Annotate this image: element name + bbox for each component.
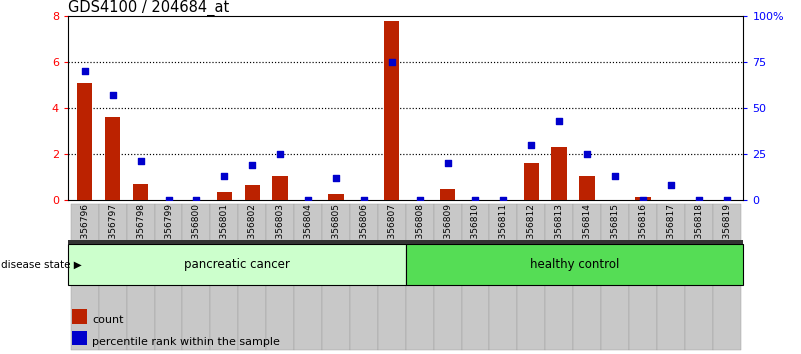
Text: disease state ▶: disease state ▶ <box>1 259 82 270</box>
Point <box>441 160 454 166</box>
Text: GDS4100 / 204684_at: GDS4100 / 204684_at <box>68 0 229 16</box>
Point <box>637 197 650 203</box>
Bar <box>272 176 288 200</box>
Bar <box>105 117 120 200</box>
Point <box>469 197 482 203</box>
Point <box>664 182 677 188</box>
Point <box>553 118 566 124</box>
Point <box>357 197 370 203</box>
Point <box>385 59 398 65</box>
Point <box>135 159 147 164</box>
Point <box>246 162 259 168</box>
Point <box>274 151 287 157</box>
Bar <box>77 82 92 200</box>
Bar <box>384 21 400 200</box>
Point <box>525 142 537 148</box>
Text: count: count <box>92 315 123 325</box>
Point <box>692 197 705 203</box>
Point <box>329 175 342 181</box>
Bar <box>635 196 650 200</box>
Point <box>190 197 203 203</box>
Point <box>218 173 231 179</box>
Bar <box>552 147 567 200</box>
Point <box>609 173 622 179</box>
Point <box>720 197 733 203</box>
Bar <box>216 192 232 200</box>
Bar <box>244 185 260 200</box>
Text: pancreatic cancer: pancreatic cancer <box>184 258 290 271</box>
Text: healthy control: healthy control <box>529 258 619 271</box>
Point <box>107 92 119 98</box>
Bar <box>440 188 455 200</box>
Point <box>78 68 91 74</box>
Bar <box>328 194 344 200</box>
Point <box>581 151 594 157</box>
Point <box>302 197 315 203</box>
Point <box>413 197 426 203</box>
Point <box>497 197 509 203</box>
Point <box>162 197 175 203</box>
Bar <box>579 176 595 200</box>
Bar <box>524 163 539 200</box>
Text: percentile rank within the sample: percentile rank within the sample <box>92 337 280 347</box>
Bar <box>133 184 148 200</box>
